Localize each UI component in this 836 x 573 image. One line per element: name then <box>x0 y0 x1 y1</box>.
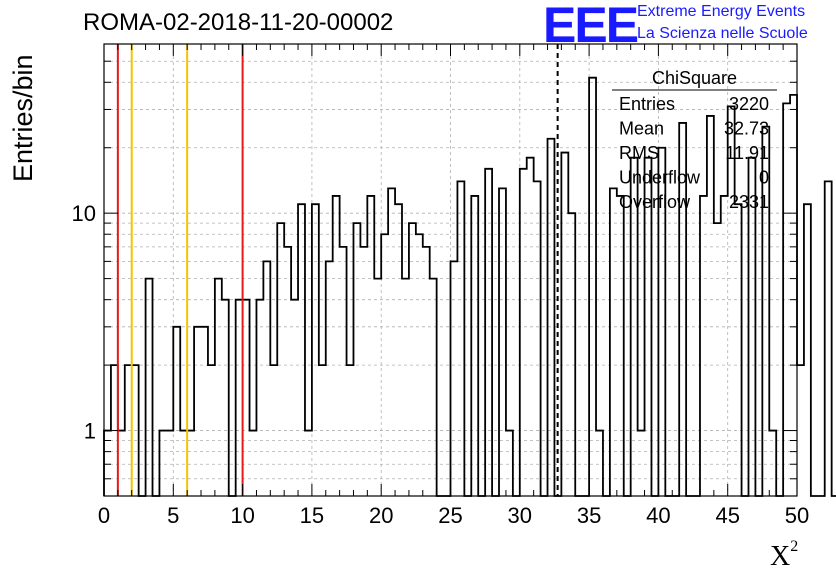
x-tick-label: 5 <box>167 503 179 528</box>
stats-row-label: RMS <box>619 143 659 163</box>
eee-logo: EEE <box>543 0 639 53</box>
stats-row-label: Entries <box>619 94 675 114</box>
stats-row-label: Mean <box>619 119 664 139</box>
chart-title: ROMA-02-2018-11-20-00002 <box>83 9 394 36</box>
stats-row-label: Overflow <box>619 192 691 212</box>
histogram-line <box>103 76 836 497</box>
x-tick-label: 10 <box>230 503 254 528</box>
stats-box: ChiSquare Entries 3220 Mean 32.73 RMS 11.91 Und… <box>612 68 777 212</box>
stats-row-value: 11.91 <box>725 143 769 163</box>
x-axis-label-base: X <box>770 541 791 572</box>
x-tick-label: 20 <box>369 503 393 528</box>
stats-row-value: 2331 <box>729 192 769 212</box>
stats-row-value: 3220 <box>729 94 769 114</box>
x-tick-label: 30 <box>508 503 532 528</box>
stats-row-label: Underflow <box>619 168 701 188</box>
y-tick-labels: 1 10 <box>72 201 96 443</box>
logo-caption-1: Extreme Energy Events <box>637 3 806 20</box>
stats-row-value: 0 <box>759 168 769 188</box>
x-tick-label: 50 <box>785 503 809 528</box>
y-tick-label: 10 <box>72 201 96 226</box>
x-axis-label: X2 <box>770 538 798 573</box>
x-tick-label: 0 <box>98 503 110 528</box>
reference-lines <box>116 44 559 496</box>
histogram <box>103 76 836 497</box>
x-tick-label: 45 <box>715 503 739 528</box>
y-tick-label: 1 <box>84 419 96 444</box>
x-tick-labels: 0 5 10 15 20 25 30 35 40 45 50 <box>98 503 809 528</box>
x-axis-label-sup: 2 <box>790 538 799 555</box>
stats-title: ChiSquare <box>652 68 737 88</box>
stats-row-value: 32.73 <box>724 119 769 139</box>
x-tick-label: 35 <box>577 503 601 528</box>
logo-caption-2: La Scienza nelle Scuole <box>637 25 808 42</box>
x-tick-label: 15 <box>300 503 324 528</box>
axis-ticks <box>103 44 798 496</box>
y-axis-label: Entries/bin <box>8 54 38 182</box>
x-tick-label: 40 <box>646 503 670 528</box>
x-tick-label: 25 <box>438 503 462 528</box>
